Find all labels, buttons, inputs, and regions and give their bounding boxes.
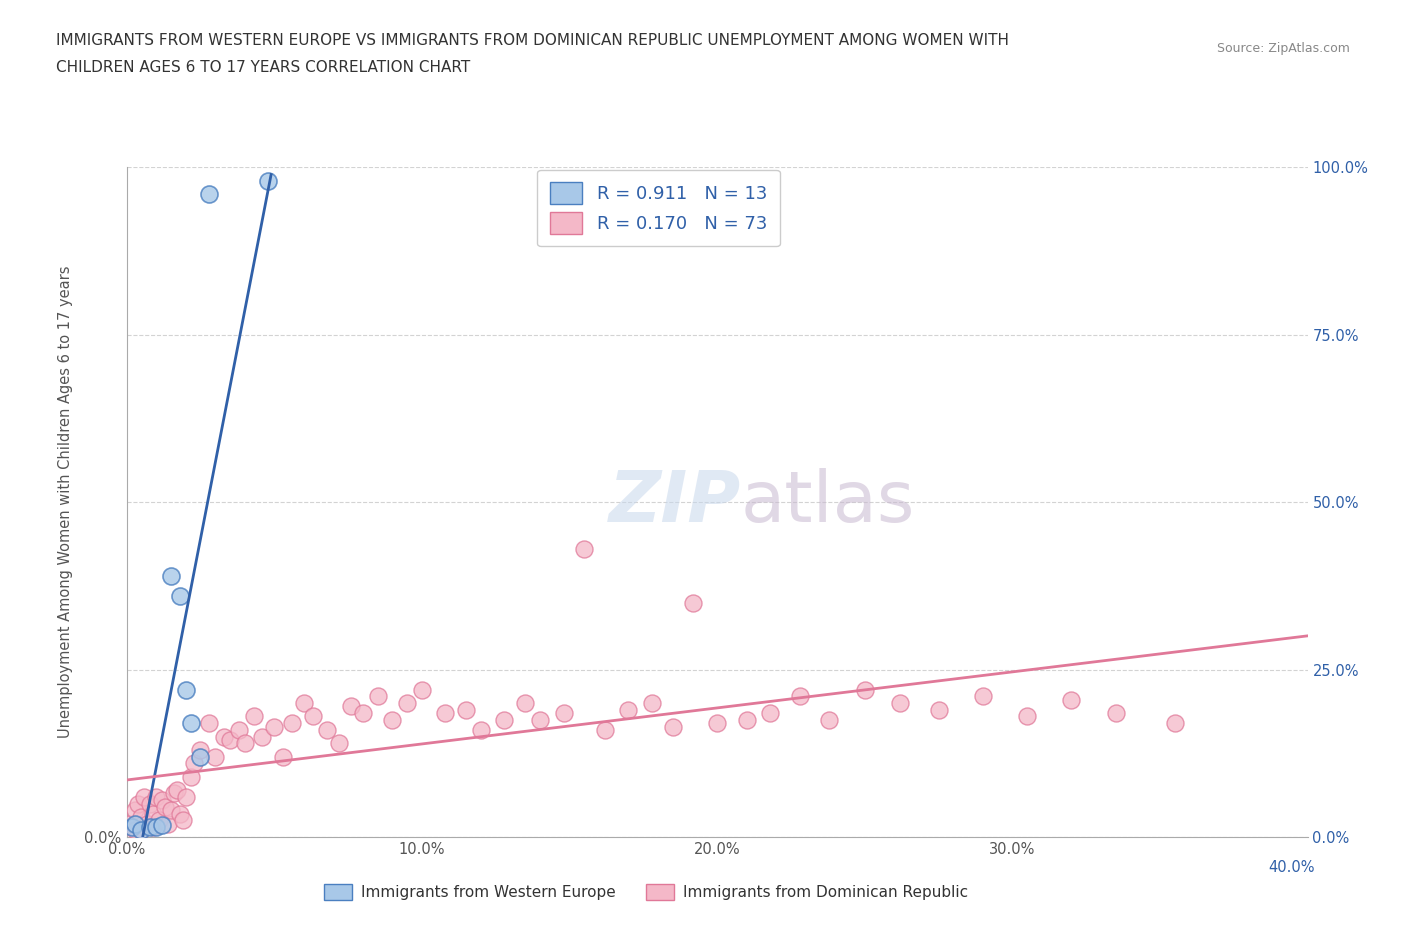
Point [553, 706, 575, 721]
Point [169, 589, 191, 604]
Point [340, 699, 363, 714]
Point [174, 683, 197, 698]
Point [1164, 716, 1187, 731]
Point [706, 716, 728, 731]
Point [818, 712, 841, 727]
Point [150, 792, 173, 807]
Point [127, 796, 149, 811]
Point [142, 819, 165, 834]
Point [515, 696, 537, 711]
Legend: Immigrants from Western Europe, Immigrants from Dominican Republic: Immigrants from Western Europe, Immigran… [318, 878, 974, 907]
Point [759, 706, 782, 721]
Point [352, 706, 374, 721]
Point [928, 702, 950, 717]
Y-axis label: Unemployment Among Women with Children Ages 6 to 17 years: Unemployment Among Women with Children A… [58, 266, 73, 738]
Point [124, 803, 146, 817]
Point [263, 719, 285, 734]
Point [281, 716, 304, 731]
Point [159, 803, 183, 817]
Point [159, 568, 183, 583]
Point [212, 729, 235, 744]
Point [641, 696, 664, 711]
Point [366, 689, 388, 704]
Point [188, 750, 211, 764]
Point [434, 706, 457, 721]
Point [228, 723, 250, 737]
Point [494, 712, 516, 727]
Point [789, 689, 811, 704]
Point [124, 817, 146, 831]
Point [381, 712, 404, 727]
Text: IMMIGRANTS FROM WESTERN EUROPE VS IMMIGRANTS FROM DOMINICAN REPUBLIC UNEMPLOYMEN: IMMIGRANTS FROM WESTERN EUROPE VS IMMIGR… [56, 33, 1010, 47]
Point [139, 796, 162, 811]
Point [271, 750, 294, 764]
Point [735, 712, 758, 727]
Point [593, 723, 616, 737]
Point [183, 756, 205, 771]
Point [139, 819, 162, 834]
Point [129, 823, 153, 838]
Point [129, 823, 153, 838]
Text: Source: ZipAtlas.com: Source: ZipAtlas.com [1216, 42, 1350, 55]
Point [153, 800, 176, 815]
Point [204, 750, 226, 764]
Point [198, 187, 221, 202]
Point [396, 696, 419, 711]
Point [142, 806, 165, 821]
Text: atlas: atlas [741, 468, 915, 537]
Point [1017, 709, 1039, 724]
Point [617, 702, 640, 717]
Point [1060, 692, 1083, 707]
Point [301, 709, 323, 724]
Point [188, 742, 211, 757]
Point [411, 683, 433, 698]
Point [121, 819, 143, 834]
Point [156, 817, 179, 831]
Point [574, 541, 596, 556]
Text: ZIP: ZIP [609, 468, 741, 537]
Point [972, 689, 994, 704]
Point [163, 786, 186, 801]
Point [166, 783, 188, 798]
Point [180, 716, 202, 731]
Point [1105, 706, 1128, 721]
Point [252, 729, 274, 744]
Point [242, 709, 264, 724]
Point [174, 790, 197, 804]
Point [316, 723, 339, 737]
Point [219, 733, 242, 748]
Point [682, 595, 704, 610]
Point [169, 806, 191, 821]
Point [889, 696, 911, 711]
Text: CHILDREN AGES 6 TO 17 YEARS CORRELATION CHART: CHILDREN AGES 6 TO 17 YEARS CORRELATION … [56, 60, 471, 75]
Point [454, 702, 477, 717]
Text: 40.0%: 40.0% [1268, 860, 1315, 875]
Point [328, 736, 350, 751]
Point [529, 712, 551, 727]
Point [118, 817, 141, 831]
Point [180, 769, 202, 784]
Point [198, 716, 221, 731]
Point [661, 719, 683, 734]
Point [134, 790, 156, 804]
Point [145, 790, 167, 804]
Point [121, 819, 143, 834]
Point [150, 817, 173, 832]
Point [129, 809, 153, 824]
Point [233, 736, 256, 751]
Point [292, 696, 315, 711]
Point [136, 817, 159, 831]
Point [853, 683, 876, 698]
Point [145, 819, 167, 834]
Point [470, 723, 492, 737]
Point [124, 823, 146, 838]
Point [257, 173, 280, 188]
Point [172, 813, 194, 828]
Point [148, 813, 170, 828]
